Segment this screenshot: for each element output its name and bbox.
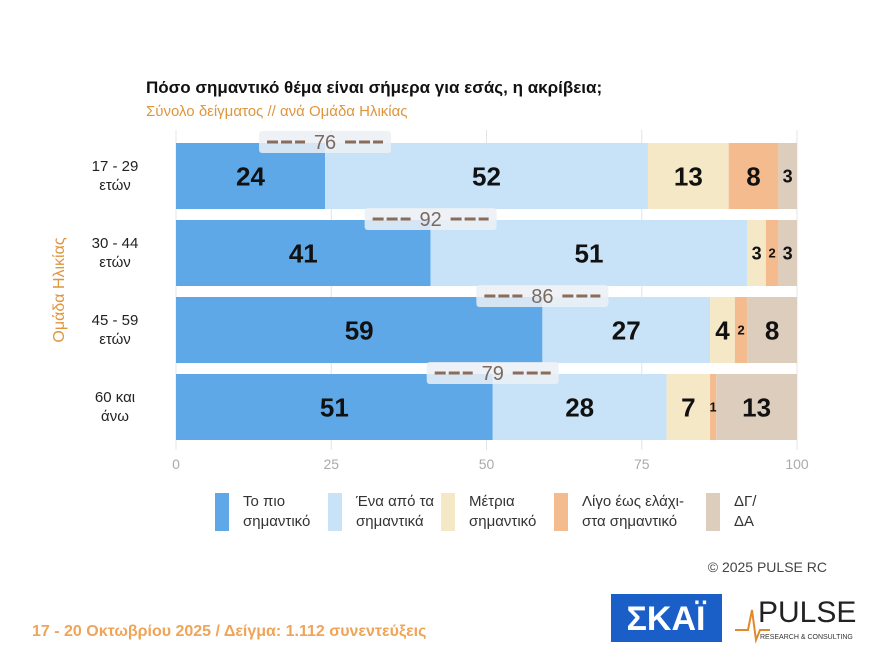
bar-segment xyxy=(734,297,748,363)
logo-left: ΣΚΑΪ xyxy=(627,600,708,638)
bar-segment xyxy=(765,220,779,286)
logo-pulse-line xyxy=(735,609,770,644)
legend-label: Το πιο σημαντικό xyxy=(243,493,311,530)
value-label: 1 xyxy=(710,400,717,415)
value-label: 2 xyxy=(769,246,776,261)
bar-segment xyxy=(542,297,711,363)
value-label: 52 xyxy=(472,161,501,191)
value-label: 7 xyxy=(681,392,695,422)
total-box xyxy=(426,362,559,384)
legend-swatch xyxy=(328,493,342,531)
bar-segment xyxy=(747,220,766,286)
total-label: 92 xyxy=(419,209,441,231)
y-tick-label: 60 και άνω xyxy=(94,389,136,425)
bar-segment xyxy=(176,297,543,363)
value-label: 13 xyxy=(742,392,771,422)
total-label: 76 xyxy=(314,132,336,154)
bar-segment xyxy=(325,143,648,209)
value-label: 51 xyxy=(575,238,604,268)
bar-segment xyxy=(176,374,493,440)
value-label: 41 xyxy=(289,238,318,268)
value-label: 4 xyxy=(715,315,730,345)
y-axis-label: Ομάδα Ηλικίας xyxy=(51,237,68,342)
bar-segment xyxy=(176,220,431,286)
x-tick-label: 0 xyxy=(172,456,180,472)
bar-segment xyxy=(710,374,717,440)
legend-label: Λίγο έως ελάχι- στα σημαντικό xyxy=(582,493,684,530)
total-box xyxy=(259,131,392,153)
value-label: 8 xyxy=(765,315,779,345)
logo-box xyxy=(611,594,722,642)
y-tick-label: 17 - 29 ετών xyxy=(91,158,139,194)
total-box xyxy=(476,285,609,307)
bar-segment xyxy=(778,143,797,209)
legend-swatch xyxy=(554,493,568,531)
x-tick-label: 75 xyxy=(634,456,650,472)
value-label: 59 xyxy=(345,315,374,345)
value-label: 3 xyxy=(783,243,793,263)
legend-swatch xyxy=(215,493,229,531)
x-tick-label: 100 xyxy=(785,456,809,472)
bar-segment xyxy=(666,374,711,440)
bar-segment xyxy=(747,297,797,363)
footer-date: 17 - 20 Οκτωβρίου 2025 / Δείγμα: 1.112 σ… xyxy=(32,623,426,640)
y-tick-label: 45 - 59 ετών xyxy=(91,312,139,348)
total-label: 79 xyxy=(482,363,504,385)
value-label: 13 xyxy=(674,161,703,191)
legend-swatch xyxy=(441,493,455,531)
total-label: 86 xyxy=(531,286,553,308)
value-label: 3 xyxy=(752,243,762,263)
value-label: 28 xyxy=(565,392,594,422)
value-label: 2 xyxy=(737,323,744,338)
value-label: 27 xyxy=(612,315,641,345)
legend-swatch xyxy=(706,493,720,531)
value-label: 51 xyxy=(320,392,349,422)
y-tick-label: 30 - 44 ετών xyxy=(91,235,139,271)
x-tick-label: 50 xyxy=(479,456,495,472)
bar-segment xyxy=(710,297,735,363)
value-label: 3 xyxy=(783,166,793,186)
logo-right-sub: RESEARCH & CONSULTING xyxy=(760,634,853,641)
bar-segment xyxy=(430,220,748,286)
logo-right: PULSE xyxy=(758,596,856,629)
value-label: 8 xyxy=(746,161,760,191)
chart-subtitle: Σύνολο δείγματος // ανά Ομάδα Ηλικίας xyxy=(146,103,408,120)
bar-segment xyxy=(647,143,729,209)
chart-title: Πόσο σημαντικό θέμα είναι σήμερα για εσά… xyxy=(146,78,602,97)
total-box xyxy=(364,208,497,230)
bar-segment xyxy=(728,143,779,209)
x-tick-label: 25 xyxy=(323,456,339,472)
legend-label: Ένα από τα σημαντικά xyxy=(356,493,435,530)
legend-label: ΔΓ/ ΔΑ xyxy=(734,493,757,530)
copyright: © 2025 PULSE RC xyxy=(708,559,827,575)
value-label: 24 xyxy=(236,161,265,191)
bar-segment xyxy=(778,220,797,286)
legend-label: Μέτρια σημαντικό xyxy=(469,493,537,530)
bar-segment xyxy=(176,143,326,209)
bar-segment xyxy=(716,374,797,440)
bar-segment xyxy=(492,374,667,440)
